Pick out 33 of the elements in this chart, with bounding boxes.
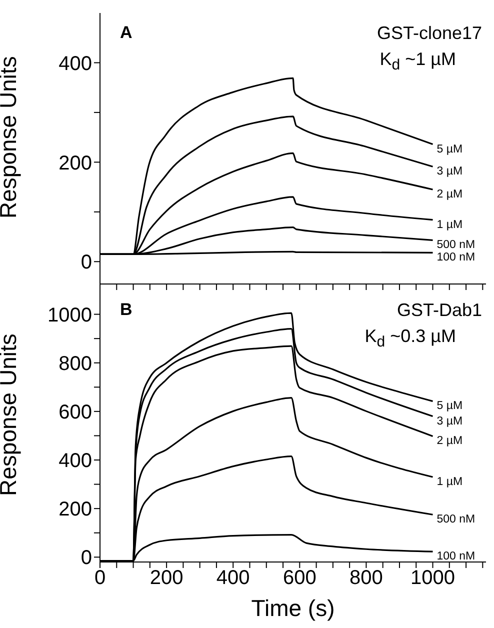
y-tick-label: 200 <box>58 498 92 521</box>
series-label: 1 µM <box>436 476 463 488</box>
y-tick-label: 200 <box>58 152 92 174</box>
series-label: 5 µM <box>436 400 463 412</box>
series-label: 2 µM <box>436 435 463 448</box>
series-label: 100 nM <box>436 252 476 264</box>
y-tick-label: 0 <box>80 252 92 274</box>
annotation: B <box>120 300 132 320</box>
series-label: 100 nM <box>436 550 476 563</box>
series-label: 2 µM <box>436 188 463 201</box>
y-tick-label: 0 <box>80 547 92 570</box>
x-tick-label: 800 <box>350 567 383 590</box>
y-tick-label: 1000 <box>48 304 92 326</box>
annotation: GST-clone17 <box>376 23 482 44</box>
x-tick-label: 200 <box>150 567 184 590</box>
series-label: 3 µM <box>436 415 463 428</box>
y-tick-label: 800 <box>58 352 92 375</box>
series-label: 5 µM <box>436 143 463 156</box>
annotation: A <box>120 23 132 43</box>
annotation: K$_{d}$ ~1 µM <box>380 49 456 74</box>
x-tick-label: 600 <box>282 567 316 590</box>
y-tick-label: 400 <box>58 52 92 75</box>
series-label: 3 µM <box>436 166 463 178</box>
x-axis-title: Time (s) <box>251 595 335 621</box>
x-tick-label: 400 <box>216 567 250 590</box>
series-label: 500 nM <box>436 239 476 252</box>
annotation: K$_{d}$ ~0.3 µM <box>364 326 456 351</box>
annotation: GST-Dab1 <box>396 300 482 321</box>
y-tick-label: 400 <box>58 450 92 472</box>
y-tick-label: 600 <box>58 402 92 424</box>
series-label: 1 µM <box>436 218 463 231</box>
x-tick-label: 1000 <box>410 567 456 590</box>
series-label: 500 nM <box>436 514 476 526</box>
